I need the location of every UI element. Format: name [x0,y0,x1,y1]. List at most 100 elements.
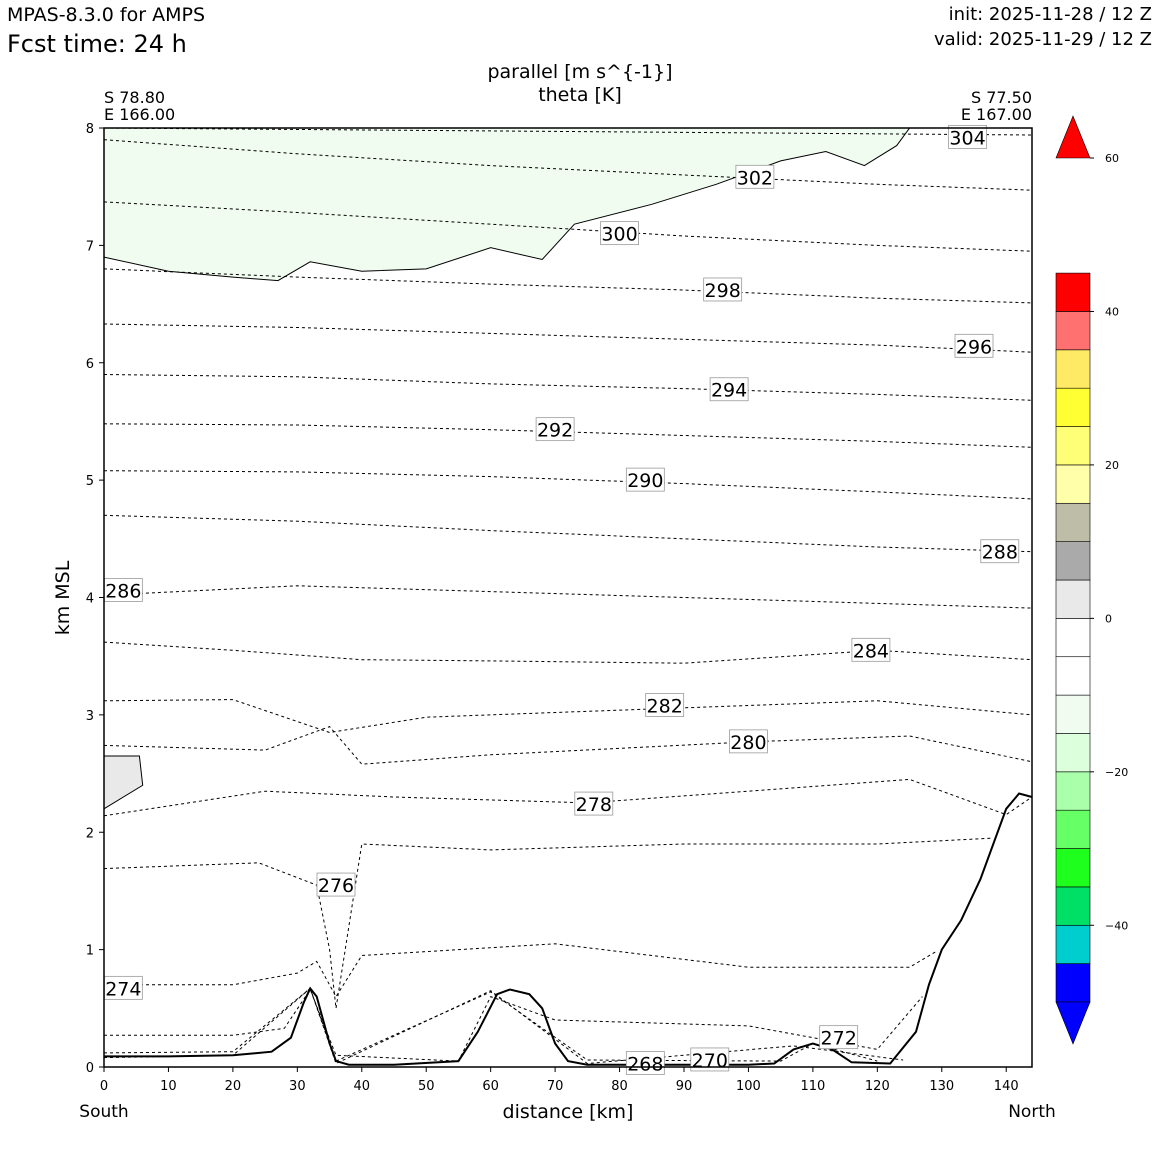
colorbar-tick-label: 40 [1105,305,1119,318]
theta-contour-296 [103,323,1033,353]
theta-label-282: 282 [645,693,685,717]
y-tick-label: 2 [86,826,94,841]
wind-contour-0 [103,127,911,282]
x-tick-label: 40 [354,1079,371,1094]
theta-label-text: 284 [853,640,889,662]
theta-label-298: 298 [703,277,743,302]
theta-label-text: 298 [705,280,741,302]
theta-label-272: 272 [819,1025,859,1050]
theta-contour-288 [103,514,1033,553]
x-tick-label: 90 [676,1079,693,1094]
valid-time: valid: 2025-11-29 / 12 Z [934,29,1152,50]
theta-label-box [948,124,987,149]
colorbar-tick-label: 0 [1105,612,1112,625]
title-theta: theta [K] [538,84,622,106]
colorbar-segment [1055,541,1091,581]
theta-contour-294 [103,374,1033,401]
theta-label-296: 296 [954,333,994,358]
theta-label-text: 274 [105,978,141,1000]
theta-label-text: 276 [318,875,354,897]
theta-contour-302 [103,139,1033,191]
theta-label-text: 304 [949,127,985,149]
theta-contour-268 [103,987,904,1065]
y-tick-label: 3 [86,709,94,724]
colorbar: 60 40 20 0 −20 −40 [1055,115,1128,1045]
colorbar-segment [1055,924,1091,964]
left-lat: S 78.80 [104,88,165,107]
theta-contour-270 [103,987,878,1062]
y-tick-label: 1 [86,944,94,959]
theta-label-box [625,467,665,492]
x-tick-label: 140 [994,1079,1019,1094]
x-tick-label: 110 [800,1079,825,1094]
theta-label-box [709,377,749,402]
theta-label-text: 296 [956,336,992,358]
x-tick-label: 50 [418,1079,435,1094]
y-tick-label: 6 [86,357,94,372]
axes: 0 10 20 30 40 50 60 70 80 90 100 110 120 130 140 0 1 2 3 4 5… [86,122,1033,1094]
theta-label-text: 270 [692,1050,728,1072]
colorbar-segment [1055,502,1091,542]
y-tick-label: 7 [86,239,94,254]
y-tick-label: 5 [86,474,94,489]
colorbar-segment [1055,311,1091,351]
colorbar-segment [1055,387,1091,427]
theta-contour-284 [103,641,1033,664]
forecast-time: Fcst time: 24 h [7,30,187,58]
colorbar-tick-label: −20 [1105,766,1128,779]
colorbar-segment [1055,848,1091,888]
x-tick-label: 60 [482,1079,499,1094]
colorbar-extend-high [1055,115,1091,159]
theta-label-280: 280 [729,729,768,754]
theta-label-292: 292 [535,417,575,442]
colorbar-segment [1055,656,1091,696]
plot-area [103,127,1033,1066]
theta-contour-292 [103,423,1033,448]
theta-label-box [625,1051,665,1075]
theta-label-278: 278 [574,791,614,816]
colorbar-segment [1055,464,1091,504]
theta-contour-298 [103,268,1033,304]
theta-contour-272 [104,988,923,1062]
theta-label-302: 302 [735,164,775,189]
wind-contour-1 [103,755,144,810]
theta-label-box [729,729,768,754]
theta-label-box [690,1047,730,1072]
x-axis-title: distance [km] [503,1101,634,1123]
colorbar-segment [1055,579,1091,619]
colorbar-segment [1055,809,1091,849]
theta-label-288: 288 [980,539,1020,564]
theta-contour-276 [103,837,994,1009]
theta-label-text: 272 [821,1028,857,1050]
init-time: init: 2025-11-28 / 12 Z [948,4,1152,25]
theta-label-box [735,164,775,189]
theta-label-text: 278 [576,794,612,816]
model-name: MPAS-8.3.0 for AMPS [7,4,206,26]
theta-label-300: 300 [600,221,639,246]
theta-label-text: 300 [601,224,637,246]
theta-label-294: 294 [709,377,749,402]
colorbar-segment [1055,886,1091,926]
theta-label-text: 294 [711,380,747,402]
x-tick-label: 80 [611,1079,628,1094]
theta-label-text: 292 [537,420,573,442]
theta-label-274: 274 [103,975,143,1000]
x-tick-label: 30 [289,1079,306,1094]
colorbar-segment [1055,694,1091,734]
theta-label-text: 280 [730,732,766,754]
colorbar-tick-label: 60 [1105,152,1119,165]
theta-label-box [954,333,994,358]
colorbar-segment [1055,771,1091,811]
theta-label-268: 268 [625,1051,665,1075]
x-tick-label: 130 [929,1079,954,1094]
y-tick-label: 0 [86,1061,94,1076]
terrain-line [104,792,1033,1066]
x-tick-label: 70 [547,1079,564,1094]
theta-label-270: 270 [690,1047,730,1072]
right-lat: S 77.50 [971,88,1032,107]
x-tick-label: 10 [160,1079,177,1094]
theta-contour-274 [104,943,936,998]
theta-contour-300 [103,201,1033,252]
theta-label-box [316,872,356,897]
left-lon: E 166.00 [104,105,175,124]
